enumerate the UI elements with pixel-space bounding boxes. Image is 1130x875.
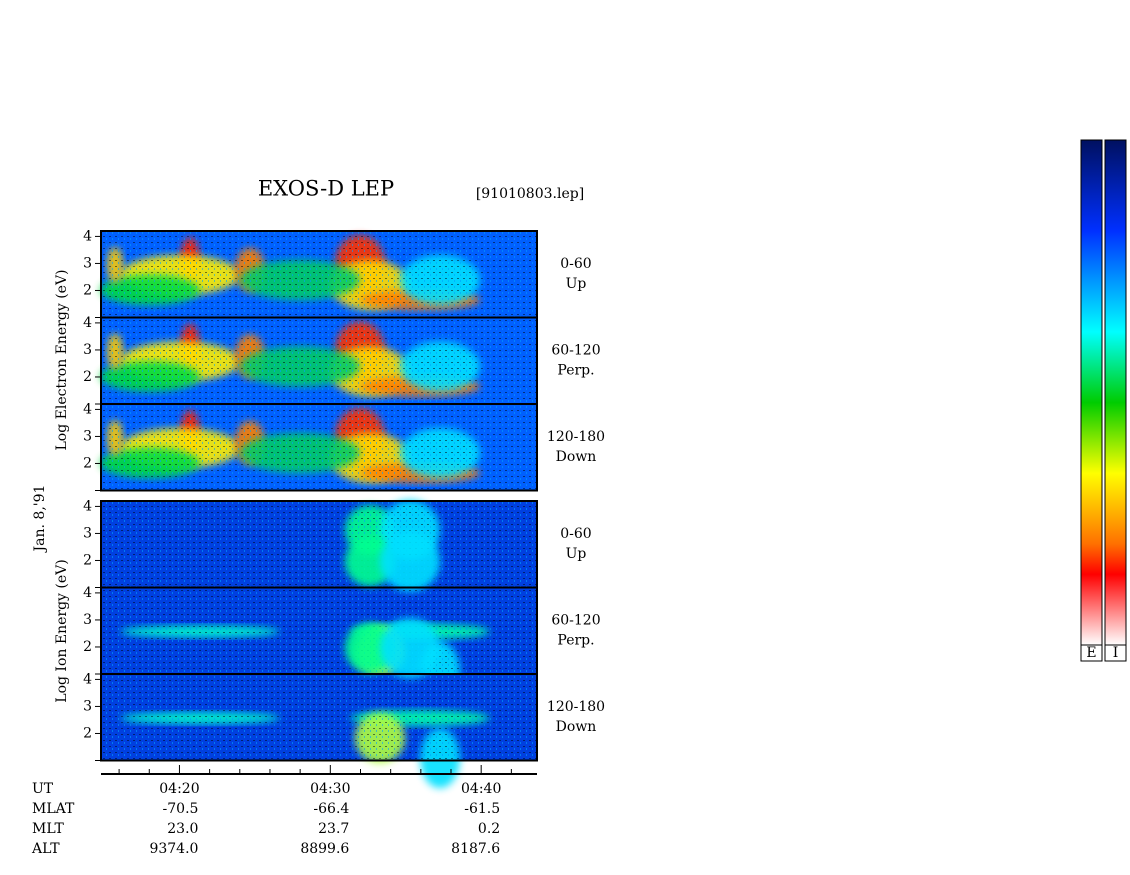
y-axis-label: Log Ion Energy (eV) (54, 559, 70, 702)
panel-direction: Up (566, 276, 587, 292)
ephemeris-value: 9374.0 (149, 841, 198, 857)
ephemeris-name: MLAT (32, 801, 75, 817)
panel: 2 3 4 60-120 Perp. (83, 531, 601, 702)
y-tick-label: 4 (83, 401, 92, 417)
panel-direction: Perp. (557, 633, 594, 649)
ephemeris-value: 8899.6 (300, 841, 349, 857)
noise (101, 404, 537, 491)
ephemeris-value: -66.4 (313, 801, 349, 817)
panel: 2 3 4 0-60 Up (83, 228, 592, 319)
noise (101, 501, 537, 588)
ephemeris-value: -61.5 (464, 801, 500, 817)
spectrum-feature (380, 618, 440, 678)
panel-direction: Perp. (557, 363, 594, 379)
panel-direction: Down (556, 719, 597, 735)
panel-angle: 0-60 (560, 256, 591, 272)
panel: 2 3 4 120-180 Down (83, 618, 605, 788)
y-tick-label: 3 (83, 255, 92, 271)
colorbar-label-box (1080, 644, 1103, 662)
file-label: [91010803.lep] (476, 186, 584, 202)
date-label: Jan. 8,'91 (32, 485, 48, 554)
panel-angle: 120-180 (547, 429, 605, 445)
y-tick-label: 4 (83, 228, 92, 244)
y-tick-label: 3 (83, 698, 92, 714)
colorbar-label: I (1113, 645, 1119, 661)
panel-angle: 120-180 (547, 699, 605, 715)
panel-frame (100, 673, 538, 762)
noise (101, 317, 537, 404)
y-tick-label: 3 (83, 612, 92, 628)
spectrum-feature (345, 623, 395, 673)
x-tick-label: 04:40 (461, 781, 501, 797)
ephemeris-value: 8187.6 (451, 841, 500, 857)
ephemeris-value: -70.5 (163, 801, 199, 817)
ephemeris-name: ALT (31, 841, 60, 857)
ephemeris-name: UT (32, 781, 54, 797)
panel-angle: 0-60 (560, 526, 591, 542)
y-tick-label: 2 (83, 282, 92, 298)
y-tick-label: 4 (83, 671, 92, 687)
y-tick-label: 4 (83, 585, 92, 601)
panel: 2 3 4 60-120 Perp. (83, 315, 601, 405)
ephemeris-value: 23.0 (167, 821, 198, 837)
noise (101, 674, 537, 761)
panel-direction: Down (556, 449, 597, 465)
y-tick-label: 2 (83, 369, 92, 385)
panel-frame (100, 403, 538, 492)
y-tick-label: 2 (83, 639, 92, 655)
y-axis-label: Log Electron Energy (eV) (54, 269, 70, 450)
y-tick-label: 2 (83, 552, 92, 568)
y-tick-label: 3 (83, 525, 92, 541)
panel-angle: 60-120 (551, 613, 600, 629)
panel: 2 3 4 120-180 Down (83, 401, 605, 492)
noise (101, 231, 537, 318)
colorbar (1104, 139, 1127, 646)
panel-direction: Up (566, 546, 587, 562)
panel-angle: 60-120 (551, 343, 600, 359)
spectrum-feature (380, 531, 440, 592)
ephemeris-name: MLT (32, 821, 64, 837)
noise (101, 587, 537, 674)
title: EXOS-D LEP (258, 177, 394, 201)
spectrum-feature (345, 536, 395, 587)
y-tick-label: 4 (83, 498, 92, 514)
x-tick-label: 04:30 (310, 781, 350, 797)
colorbar-label: E (1086, 645, 1096, 661)
y-tick-label: 4 (83, 315, 92, 331)
x-tick-label: 04:20 (159, 781, 199, 797)
panels: 2 3 4 0-60 Up 2 3 4 60-120 Perp. 2 3 4 120-180 Down 2 3 4… (83, 228, 605, 788)
y-tick-label: 2 (83, 455, 92, 471)
y-tick-label: 3 (83, 428, 92, 444)
y-tick-label: 3 (83, 342, 92, 358)
ephemeris-value: 0.2 (478, 821, 500, 837)
colorbar-label-box (1104, 644, 1127, 662)
ephemeris-value: 23.7 (318, 821, 349, 837)
colorbar (1080, 139, 1103, 646)
y-tick-label: 2 (83, 725, 92, 741)
